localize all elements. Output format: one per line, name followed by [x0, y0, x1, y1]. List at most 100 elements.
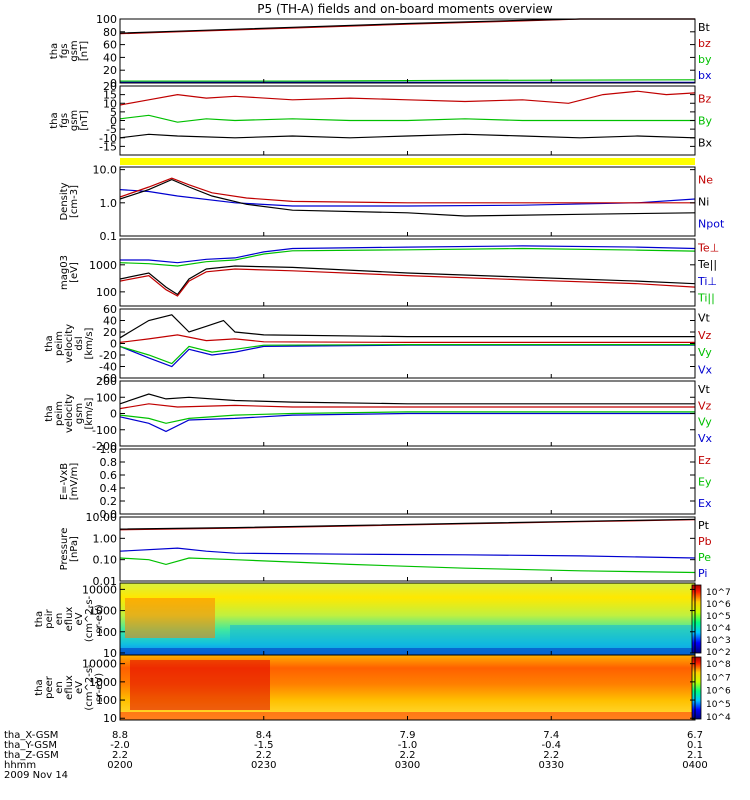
panel-3-ylabel-line: [cm-3] [69, 185, 80, 218]
spectrogram-1-colorbar-label: 10^2 [706, 648, 731, 658]
panel-7-ytick-label: 0.4 [100, 482, 118, 495]
panel-8-legend-pt: Pt [698, 519, 710, 532]
panel-1-frame [119, 18, 696, 84]
spectrogram-2-ylabel-line: (cm^2-s- [84, 664, 95, 711]
panel-1-ylabel-line: fgs [59, 43, 70, 58]
panel-5-ytick-label: 0 [110, 338, 117, 351]
panel-1-ylabel-line: gsm [69, 40, 80, 61]
spectrogram-2-ylabel-line: eV [74, 681, 85, 694]
panel-2-ytick-label: 10 [103, 97, 117, 110]
ion-spectrogram-early-red-patch [125, 598, 215, 638]
panel-1-legend-by: by [698, 53, 712, 66]
panel-5-legend-vz: Vz [698, 329, 712, 342]
panel-5-series-vt [119, 314, 695, 339]
panel-5-ytick-label: 40 [103, 315, 117, 328]
panel-8-series-pe [119, 557, 696, 574]
panel-1-ytick-label: 40 [103, 51, 117, 64]
footer-date: 2009 Nov 14 [4, 770, 68, 781]
panel-3-legend-npot: Npot [698, 218, 725, 231]
panel-8-series-pt [119, 518, 696, 530]
footer-value: 0200 [107, 760, 132, 771]
panel-1-series-by [120, 79, 696, 82]
panel-4-legend-ti⊥: Ti⊥ [697, 275, 717, 288]
panel-7-legend-ex: Ex [698, 497, 712, 510]
panel-2-ytick-label: 15 [103, 89, 117, 102]
panel-5-ytick-label: -60 [99, 372, 117, 385]
panel-6-ytick-label: 100 [96, 391, 117, 404]
panel-2-ylabel-line: gsm [69, 110, 80, 131]
spectrogram-2-ylabel: tha peer en eflux eV (cm^2-s-sr-eV) [34, 664, 105, 711]
panel-6-ylabel-line: peim [54, 401, 65, 426]
panel-4: 1000 100 mag03 [eV] Te⊥ Te|| Ti⊥ Ti|| [59, 238, 719, 307]
panel-2-ylabel-line: tha [49, 112, 60, 128]
footer-row-label: tha_X-GSM [4, 730, 58, 741]
panel-1-ylabel-line: tha [49, 43, 60, 59]
footer-value: 8.8 [112, 730, 128, 741]
panel-6-ytick-label: 0 [110, 408, 117, 421]
panel-2-ytick-label: 0 [110, 115, 117, 128]
panel-4-legend-te⊥: Te⊥ [697, 241, 719, 254]
spectrogram-1-ylabel-line: sr-eV) [94, 604, 105, 633]
panel-6-legend-vy: Vy [698, 416, 712, 429]
spectrogram-2-colorbar-label: 10^7 [706, 673, 731, 683]
panel-3-frame [119, 166, 696, 237]
panel-7: 1.00.80.60.40.20.0 E=-VxB [mV/m] Ez Ey Ex [59, 443, 712, 521]
spectrogram-1-ylabel-line: eflux [64, 607, 75, 632]
panel-5-series-vy [119, 344, 695, 365]
footer-value: 2.1 [687, 750, 703, 761]
footer-value: -1.5 [254, 740, 274, 751]
spectrogram-1-ylabel-line: en [54, 613, 65, 626]
panel-6-ylabel-line: [km/s] [84, 397, 95, 429]
panel-2-ytick-label: 20 [103, 80, 117, 93]
panel-8-legend-pi: Pi [698, 567, 707, 580]
panel-3-ylabel-line: Density [59, 182, 70, 220]
panel-6-series-vy [119, 411, 695, 424]
panel-7-legend-ey: Ey [698, 476, 712, 489]
panel-8-ytick-label: 0.10 [93, 554, 118, 567]
spectrogram-1-colorbar-label: 10^4 [706, 624, 731, 634]
panel-7-frame [119, 448, 696, 515]
footer-value: 0.1 [687, 740, 703, 751]
panel-6-ytick-label: -100 [92, 424, 117, 437]
panel-4-series-te|| [119, 265, 696, 296]
footer-value: 0230 [251, 760, 276, 771]
panel-5-legend-vx: Vx [698, 363, 713, 376]
panel-7-ylabel-line: E=-VxB [59, 463, 70, 500]
panel-5-legend-vy: Vy [698, 346, 712, 359]
panel-1-legend-bt: Bt [698, 21, 711, 34]
panel-6-series-vt [119, 393, 695, 405]
spectrogram-2-colorbar-label: 10^8 [706, 660, 731, 670]
panel-1-ytick-label: 100 [96, 13, 117, 26]
panel-3-legend-ni: Ni [698, 196, 709, 209]
panel-6-legend-vt: Vt [698, 383, 711, 396]
panel-1-ytick-label: 20 [103, 64, 117, 77]
spectrogram-2-ytick-label: 10000 [82, 658, 117, 671]
panel-3-series-ni [119, 178, 696, 217]
panel-6-ylabel-line: tha [44, 405, 55, 421]
footer-value: 6.7 [687, 730, 703, 741]
electron-colorbar [691, 656, 702, 720]
spectrogram-labels: 10000 1000 100 10 tha peir en eflux eV (cm^2-s-sr… [34, 582, 731, 725]
footer-value: 2.2 [256, 750, 272, 761]
footer-value: 2.2 [543, 750, 559, 761]
panel-3-legend-ne: Ne [698, 174, 713, 187]
footer-value: 0330 [539, 760, 564, 771]
spectrogram-1-ytick-label: 100 [96, 626, 117, 639]
spectrogram-1-colorbar-label: 10^7 [706, 588, 731, 598]
panel-5-series-vz [119, 334, 695, 343]
spectrogram-1-colorbar-label: 10^5 [706, 612, 731, 622]
panel-8-ylabel-line: Pressure [59, 528, 70, 571]
footer-value: -2.0 [110, 740, 130, 751]
panel-3-ylabel: Density [cm-3] [59, 182, 80, 220]
panel-1-legend-bx: bx [698, 69, 712, 82]
panel-4-series-ti⊥ [120, 245, 696, 264]
spectrogram-1-ylabel: tha peir en eflux eV (cm^2-s-sr-eV) [34, 595, 105, 642]
footer-ephemeris: tha_X-GSM 8.8 8.4 7.9 7.4 6.7 tha_Y-GSM -2.0 -1.… [4, 730, 708, 781]
spectrogram-1-ytick-label: 10 [103, 647, 117, 660]
panel-2-legend-by: By [698, 115, 713, 128]
spectrogram-2-colorbar-label: 10^6 [706, 687, 731, 697]
footer-value: -1.0 [398, 740, 418, 751]
spectrogram-1-ytick-label: 1000 [89, 605, 117, 618]
